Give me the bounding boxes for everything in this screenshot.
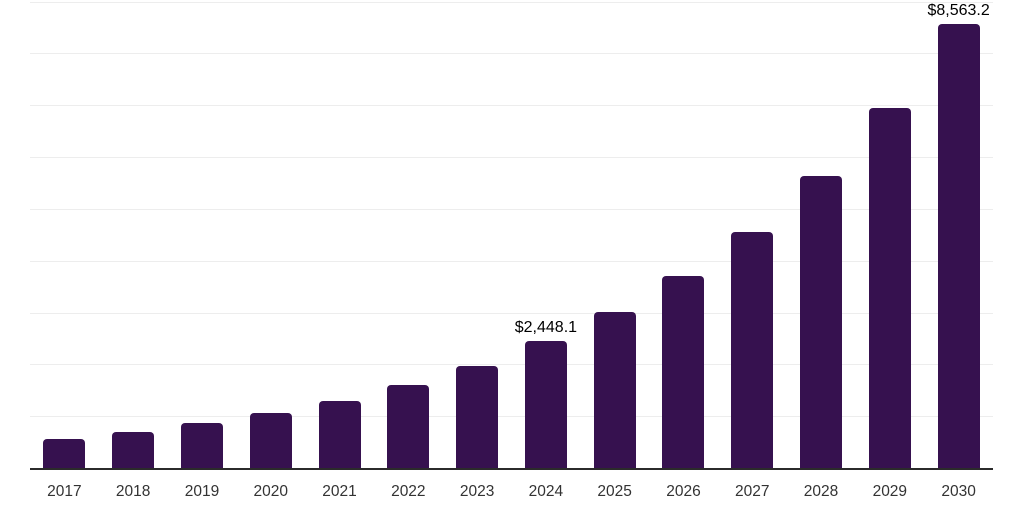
x-tick-label-2023: 2023 <box>459 483 495 500</box>
bar-2018 <box>112 431 155 468</box>
gridline-7000 <box>30 105 993 107</box>
x-tick-label-2030: 2030 <box>941 483 976 500</box>
x-tick-label-2022: 2022 <box>391 483 426 500</box>
gridline-3000 <box>30 312 993 314</box>
x-axis-line <box>30 468 993 470</box>
gridline-9000 <box>30 1 993 3</box>
bar-2020 <box>249 413 292 468</box>
gridline-2000 <box>30 364 993 366</box>
x-tick-label-2029: 2029 <box>872 483 908 500</box>
bar-2029 <box>868 108 911 468</box>
gridline-6000 <box>30 157 993 158</box>
x-tick-label-2021: 2021 <box>322 483 357 500</box>
gridline-1000 <box>30 416 993 418</box>
bar-2023 <box>456 366 499 468</box>
bar-2026 <box>662 275 705 468</box>
gridline-5000 <box>30 208 993 210</box>
data-label-2024: $2,448.1 <box>514 319 578 337</box>
bar-2028 <box>800 176 843 468</box>
x-tick-label-2025: 2025 <box>597 483 632 500</box>
x-tick-label-2026: 2026 <box>666 483 701 500</box>
bar-2030 <box>937 24 980 468</box>
gridline-4000 <box>30 260 993 262</box>
x-tick-label-2018: 2018 <box>115 483 151 500</box>
bar-2025 <box>593 311 636 468</box>
gridline-8000 <box>30 53 993 55</box>
x-tick-label-2019: 2019 <box>184 483 220 500</box>
x-tick-label-2024: 2024 <box>528 483 564 500</box>
x-tick-label-2027: 2027 <box>735 483 770 500</box>
bar-2024 <box>524 341 567 468</box>
data-label-2030: $8,563.2 <box>927 2 990 20</box>
x-tick-label-2017: 2017 <box>47 483 82 500</box>
bar-2017 <box>43 438 86 468</box>
bar-2027 <box>731 232 774 468</box>
x-tick-label-2020: 2020 <box>253 483 288 500</box>
x-tick-label-2028: 2028 <box>803 483 839 500</box>
bar-2021 <box>318 401 361 468</box>
bar-2022 <box>387 385 430 468</box>
bar-2019 <box>180 423 223 468</box>
